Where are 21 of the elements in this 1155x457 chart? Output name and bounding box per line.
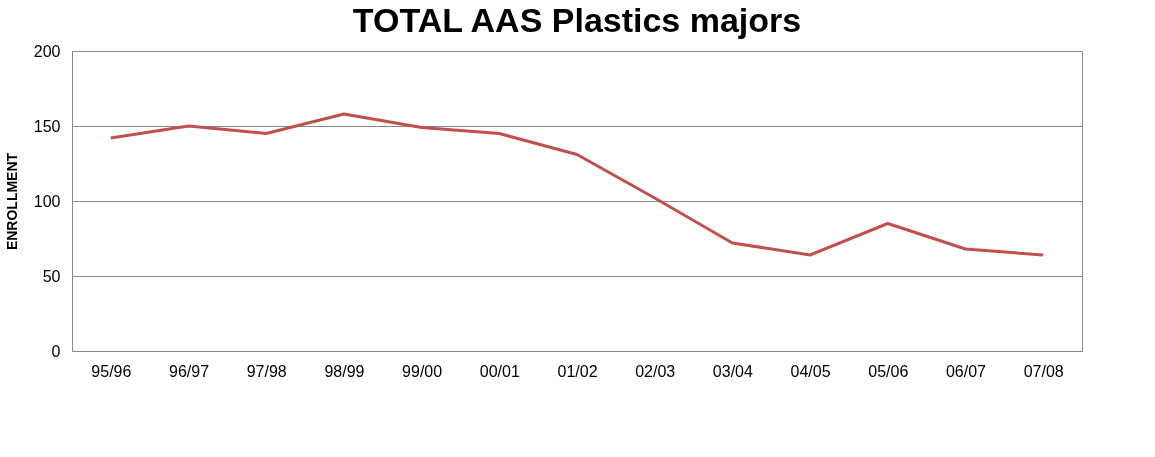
x-tick-label: 06/07 <box>945 362 987 380</box>
y-axis-title: ENROLLMENT <box>3 152 20 251</box>
x-tick-label: 05/06 <box>868 362 909 380</box>
x-tick-label: 00/01 <box>479 362 520 380</box>
x-tick-label: 95/96 <box>91 362 132 380</box>
y-tick-label: 150 <box>33 117 61 135</box>
x-tick-label: 03/04 <box>712 362 753 380</box>
y-tick-label: 50 <box>42 267 61 285</box>
x-tick-label: 96/97 <box>169 362 210 380</box>
x-tick-label: 97/98 <box>246 362 287 380</box>
x-tick-label: 01/02 <box>557 362 598 380</box>
x-tick-label: 98/99 <box>324 362 365 380</box>
x-tick-label: 02/03 <box>635 362 676 380</box>
chart-title: TOTAL AAS Plastics majors <box>352 1 802 39</box>
x-tick-label: 04/05 <box>790 362 831 380</box>
y-tick-label: 200 <box>33 42 61 60</box>
line-series <box>109 112 1045 257</box>
x-tick-label: 99/00 <box>402 362 443 380</box>
y-tick-label: 100 <box>33 192 61 210</box>
x-tick-label: 07/08 <box>1023 362 1064 380</box>
y-tick-label: 0 <box>51 342 61 360</box>
